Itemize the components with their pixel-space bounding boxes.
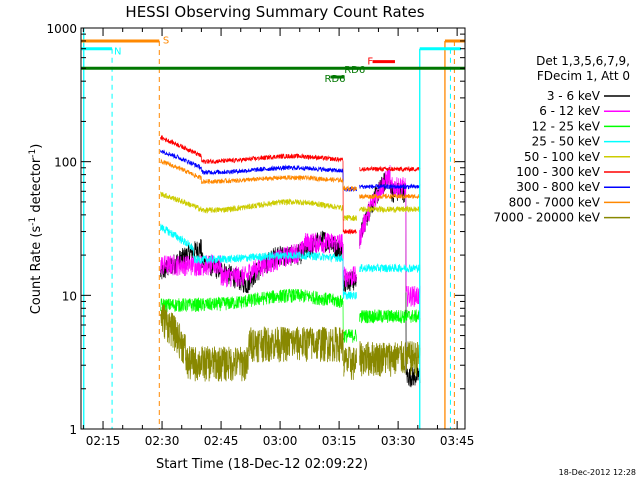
y-axis: 1 10 100 1000: [46, 22, 465, 437]
series-line-5: [160, 191, 421, 222]
y-axis-label-sup-2: -1: [28, 149, 38, 158]
data-layer: [160, 134, 421, 388]
y-tick-label: 1000: [46, 22, 77, 36]
legend-label-4: 25 - 50 keV: [532, 135, 601, 149]
plot-frame: [80, 27, 466, 430]
x-axis: 02:15 02:30 02:45 03:00 03:15 03:30 03:45: [82, 28, 475, 448]
x-tick-label: 03:15: [322, 434, 357, 448]
y-tick-label: 1: [69, 423, 77, 437]
flag-label-4: RD6: [344, 65, 365, 76]
x-tick-label: 03:30: [381, 434, 416, 448]
series-line-9: [160, 304, 421, 382]
y-tick-label: 100: [54, 156, 77, 170]
legend-label-6: 100 - 300 keV: [516, 165, 600, 179]
flag-label-5: F: [367, 57, 373, 68]
y-axis-label: Count Rate (s-1 detector-1): [28, 144, 44, 315]
legend-label-2: 6 - 12 keV: [539, 104, 601, 118]
legend-header-line-2: FDecim 1, Att 0: [537, 69, 630, 83]
legend-header-line-1: Det 1,3,5,6,7,9,: [536, 54, 630, 68]
x-axis-label: Start Time (18-Dec-12 02:09:22): [156, 457, 368, 472]
legend: Det 1,3,5,6,7,9, FDecim 1, Att 0 3 - 6 k…: [493, 54, 630, 225]
series-line-4: [160, 223, 421, 300]
series-line-6: [160, 134, 421, 235]
x-tick-label: 03:00: [263, 434, 298, 448]
series-line-8: [160, 158, 421, 200]
flag-label-3: RD6: [325, 74, 346, 85]
y-axis-label-main: Count Rate (s: [29, 226, 44, 315]
flag-label-1: N: [114, 46, 121, 57]
x-tick-label: 03:45: [440, 434, 475, 448]
x-tick-label: 02:45: [204, 434, 239, 448]
chart-title: HESSI Observing Summary Count Rates: [125, 3, 424, 21]
y-axis-label-sup-1: -1: [28, 217, 38, 226]
legend-label-9: 7000 - 20000 keV: [493, 211, 600, 225]
series-line-3: [160, 288, 421, 343]
x-tick-label: 02:15: [86, 434, 121, 448]
legend-label-1: 3 - 6 keV: [547, 89, 601, 103]
flag-label-2: S: [163, 36, 169, 47]
legend-label-5: 50 - 100 keV: [524, 150, 601, 164]
x-tick-label: 02:30: [145, 434, 180, 448]
legend-label-3: 12 - 25 keV: [532, 119, 601, 133]
y-axis-label-end: ): [29, 144, 44, 149]
timestamp: 18-Dec-2012 12:28: [559, 468, 636, 477]
legend-label-7: 300 - 800 keV: [516, 180, 600, 194]
y-axis-label-tail: detector: [29, 157, 44, 217]
legend-label-8: 800 - 7000 keV: [509, 195, 601, 209]
y-tick-label: 10: [62, 289, 77, 303]
